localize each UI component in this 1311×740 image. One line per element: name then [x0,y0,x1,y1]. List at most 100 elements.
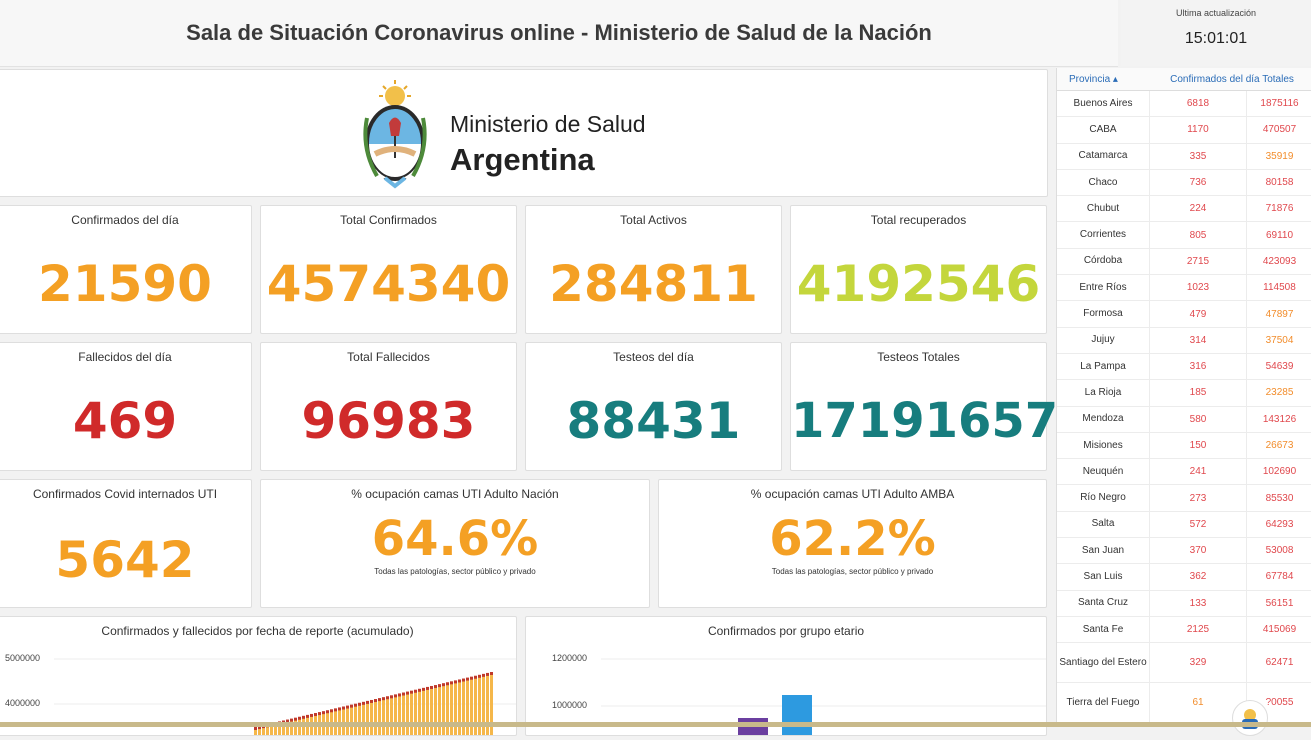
fallecidos-cap [254,727,257,730]
fallecidos-cap [334,708,337,712]
table-row[interactable]: Santa Fe 2125 415069 [1057,616,1311,644]
table-row[interactable]: Santa Cruz 133 56151 [1057,590,1311,617]
fallecidos-cap [450,681,453,685]
cumulative-bar [474,677,477,735]
table-row[interactable]: Santiago del Estero 329 62471 [1057,643,1311,684]
cumulative-bar [446,684,449,735]
logo-line-2: Argentina [450,142,595,177]
kpi-label: Total Confirmados [340,213,437,227]
table-row[interactable]: La Rioja 185 23285 [1057,380,1311,407]
table-row[interactable]: San Juan 370 53008 [1057,538,1311,565]
assistant-avatar-icon[interactable] [1232,700,1268,736]
fallecidos-cap [466,677,469,681]
province-name: Corrientes [1079,229,1127,241]
fallecidos-cap [482,673,485,677]
fallecidos-cap [346,705,349,709]
cumulative-bar [430,687,433,735]
logo-line-1: Ministerio de Salud [450,111,646,137]
table-row[interactable]: Chaco 736 80158 [1057,169,1311,197]
kpi-label: Confirmados Covid internados UTI [32,487,218,501]
province-name: Neuquén [1082,465,1124,477]
cumulative-bar [258,728,261,735]
table-row[interactable]: Catamarca 335 35919 [1057,143,1311,170]
column-header-provincia[interactable]: Provincia ▴ [1069,73,1118,85]
cumulative-bar [342,708,345,735]
fallecidos-cap [486,672,489,676]
fallecidos-cap [382,697,385,701]
table-row[interactable]: Formosa 479 47897 [1057,301,1311,328]
table-row[interactable]: Córdoba 2715 423093 [1057,248,1311,276]
table-row[interactable]: Salta 572 64293 [1057,511,1311,539]
confirmados-total-value: 23285 [1246,380,1311,406]
table-row[interactable]: Misiones 150 26673 [1057,432,1311,460]
table-row[interactable]: Neuquén 241 102690 [1057,459,1311,486]
confirmados-total-value: 54639 [1246,353,1311,380]
kpi-note: Todas las patologías, sector público y p… [374,567,536,576]
kpi-value: 4574340 [266,255,511,313]
cumulative-bar [362,703,365,735]
kpi-total-activos: Total Activos 284811 [525,205,782,334]
y-tick-label: 1200000 [552,653,588,663]
confirmados-total-value: 26673 [1246,432,1311,459]
confirmados-dia-value: 2715 [1149,248,1246,275]
table-row[interactable]: Río Negro 273 85530 [1057,485,1311,512]
province-name: Entre Ríos [1079,281,1127,293]
y-tick-label: 1000000 [552,700,588,710]
kpi-label: Total Activos [620,213,687,227]
confirmados-dia-value: 1170 [1149,117,1246,143]
cumulative-bar [450,683,453,735]
chart-confirmados-fallecidos: Confirmados y fallecidos por fecha de re… [0,616,517,736]
confirmados-total-value: 62471 [1246,643,1311,683]
fallecidos-cap [406,691,409,695]
cumulative-bar [346,707,349,735]
dashboard-header: Sala de Situación Coronavirus online - M… [0,0,1118,67]
table-row[interactable]: CABA 1170 470507 [1057,117,1311,144]
column-header-metrics[interactable]: Confirmados del día Totales [1170,73,1294,85]
y-tick-label: 4000000 [5,698,41,708]
cumulative-bar [406,693,409,735]
kpi-ocupacion-amba: % ocupación camas UTI Adulto AMBA 62.2% … [658,479,1047,608]
fallecidos-cap [462,678,465,682]
table-row[interactable]: Buenos Aires 6818 1875116 [1057,91,1311,118]
table-row[interactable]: Entre Ríos 1023 114508 [1057,275,1311,302]
confirmados-total-value: 470507 [1246,117,1311,143]
table-row[interactable]: Corrientes 805 69110 [1057,222,1311,249]
table-row[interactable]: Tierra del Fuego 61 ?0055 [1057,683,1311,724]
fallecidos-cap [338,707,341,711]
table-header: Provincia ▴ Confirmados del día Totales [1057,68,1311,91]
confirmados-total-value: 415069 [1246,616,1311,643]
confirmados-dia-value: 736 [1149,169,1246,196]
cumulative-bar [354,705,357,735]
fallecidos-cap [470,676,473,680]
page-title: Sala de Situación Coronavirus online - M… [186,20,932,45]
cumulative-bar [366,702,369,735]
table-row[interactable]: San Luis 362 67784 [1057,564,1311,591]
cumulative-bar [458,681,461,735]
fallecidos-cap [414,689,417,693]
confirmados-dia-value: 1023 [1149,275,1246,301]
table-row[interactable]: La Pampa 316 54639 [1057,353,1311,381]
confirmados-dia-value: 479 [1149,301,1246,327]
fallecidos-cap [322,711,325,715]
kpi-value: 62.2% [769,511,936,567]
province-name: Mendoza [1082,413,1124,425]
cumulative-bar [410,692,413,735]
confirmados-dia-value: 2125 [1149,616,1246,643]
fallecidos-cap [318,712,321,716]
fallecidos-cap [298,716,301,720]
confirmados-total-value: 85530 [1246,485,1311,511]
confirmados-total-value: 37504 [1246,327,1311,353]
table-row[interactable]: Jujuy 314 37504 [1057,327,1311,354]
fallecidos-cap [358,702,361,706]
cumulative-bar [382,699,385,735]
province-name: Formosa [1083,308,1123,320]
cumulative-bar [470,678,473,735]
fallecidos-cap [454,680,457,684]
kpi-label: Confirmados del día [71,213,179,227]
fallecidos-cap [390,695,393,699]
table-row[interactable]: Chubut 224 71876 [1057,196,1311,223]
bottom-border [0,722,1311,727]
confirmados-dia-value: 316 [1149,353,1246,380]
table-row[interactable]: Mendoza 580 143126 [1057,406,1311,433]
confirmados-total-value: 69110 [1246,222,1311,248]
